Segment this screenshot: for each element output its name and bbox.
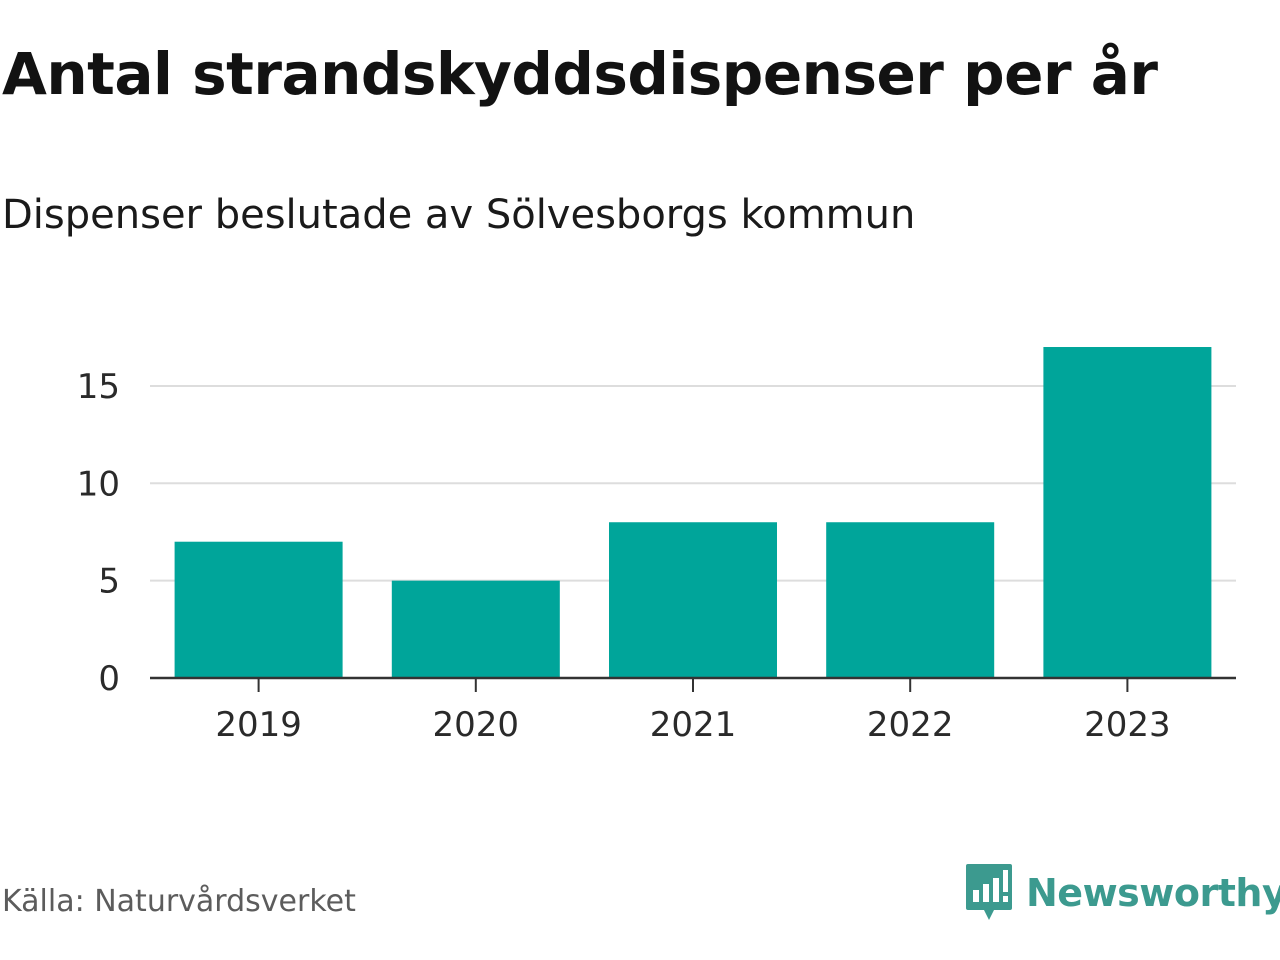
bars (174, 347, 1212, 678)
y-tick-label: 15 (77, 367, 120, 407)
x-tick-label: 2022 (867, 705, 954, 745)
y-tick-label: 5 (98, 562, 120, 602)
x-tick-label: 2020 (433, 705, 520, 745)
axes: 0 5 10 15 2019 2020 2021 2022 2023 (77, 367, 1236, 745)
bar-2022 (826, 522, 995, 678)
y-tick-label: 0 (98, 659, 120, 699)
newsworthy-logo-icon (966, 864, 1012, 920)
bar-2019 (174, 541, 343, 678)
chart-subtitle: Dispenser beslutade av Sölvesborgs kommu… (2, 192, 916, 238)
x-tick-label: 2021 (650, 705, 737, 745)
bar-2023 (1043, 347, 1212, 678)
x-tick-label: 2023 (1084, 705, 1171, 745)
bar-2020 (391, 580, 560, 678)
brand-name: Newsworthy (1026, 871, 1280, 915)
source-note: Källa: Naturvårdsverket (2, 884, 356, 919)
bar-2021 (609, 522, 777, 678)
y-tick-label: 10 (77, 464, 120, 504)
x-tick-label: 2019 (215, 705, 302, 745)
brand-logo: Newsworthy (964, 862, 1280, 924)
chart-title: Antal strandskyddsdispenser per år (2, 40, 1158, 108)
